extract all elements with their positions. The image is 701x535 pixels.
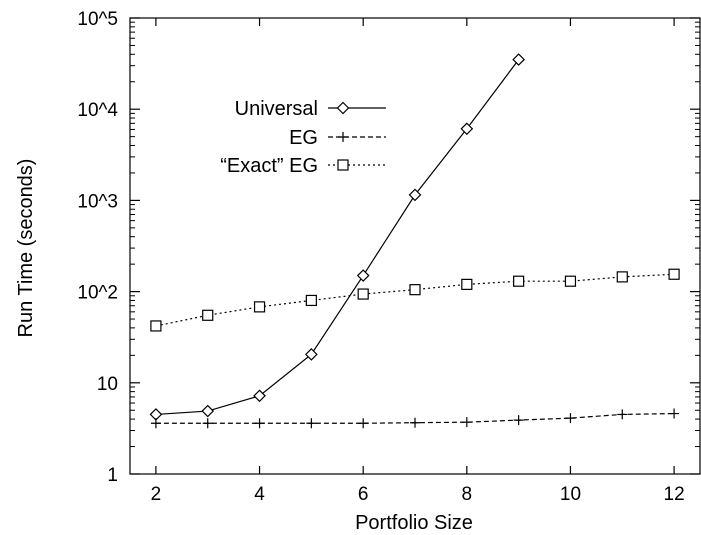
data-point-exact-eg: [513, 275, 525, 287]
x-tick-label: 2: [151, 484, 162, 505]
series-eg: [150, 408, 680, 429]
data-point-universal: [356, 269, 370, 282]
x-tick-label: 10: [560, 484, 581, 505]
y-tick-label: 10^4: [77, 100, 118, 121]
x-tick-label: 6: [358, 484, 369, 505]
data-point-exact-eg: [253, 301, 266, 313]
data-point-universal: [460, 122, 474, 136]
data-point-exact-eg: [357, 288, 369, 300]
x-axis-ticks: 2 4 6 8 10 12: [151, 18, 685, 505]
data-point-exact-eg: [668, 268, 680, 280]
data-point-universal: [201, 404, 215, 418]
series-exact-eg: [150, 268, 680, 332]
plot-frame: [129, 17, 701, 475]
data-point-universal: [305, 348, 318, 361]
data-point-eg: [254, 418, 265, 429]
data-point-eg: [565, 413, 576, 424]
data-point-exact-eg: [461, 278, 473, 290]
data-point-eg: [669, 408, 680, 419]
data-point-eg: [513, 415, 524, 426]
series-layer: [149, 53, 680, 429]
y-axis-ticks: 1 10 10^2 10^3 10^4 10^5: [77, 9, 700, 486]
data-point-eg: [410, 417, 420, 428]
data-point-eg: [358, 418, 369, 429]
data-point-universal: [408, 188, 422, 202]
x-axis-label: Portfolio Size: [355, 512, 473, 534]
legend-label-eg: EG: [289, 127, 318, 149]
y-tick-label: 10^3: [77, 191, 118, 212]
legend-marker-eg: [338, 132, 348, 142]
y-tick-label: 10^5: [77, 9, 118, 30]
x-tick-label: 12: [664, 484, 685, 505]
x-tick-label: 4: [254, 484, 265, 505]
data-point-exact-eg: [202, 309, 214, 321]
series-universal: [149, 53, 525, 421]
data-point-universal: [253, 389, 266, 403]
y-tick-label: 10: [97, 374, 118, 395]
legend: Universal EG “Exact” EG: [220, 98, 386, 177]
y-axis-label: Run Time (seconds): [15, 159, 37, 338]
plot-border: [129, 17, 701, 475]
data-point-eg: [202, 418, 213, 429]
data-point-exact-eg: [616, 271, 628, 283]
data-point-universal: [512, 53, 525, 66]
data-point-eg: [617, 409, 628, 420]
data-point-exact-eg: [409, 284, 421, 296]
legend-label-exact-eg: “Exact” EG: [220, 155, 318, 177]
series-line-universal: [155, 59, 520, 416]
y-tick-label: 1: [107, 465, 118, 486]
data-point-eg: [150, 418, 161, 429]
data-point-exact-eg: [150, 320, 162, 332]
legend-marker-universal: [336, 101, 350, 115]
legend-label-universal: Universal: [235, 98, 318, 120]
x-tick-label: 8: [462, 484, 473, 505]
legend-marker-exact-eg: [337, 159, 349, 171]
data-point-eg: [306, 418, 317, 429]
data-point-eg: [461, 417, 472, 428]
data-point-exact-eg: [564, 275, 577, 287]
y-tick-label: 10^2: [77, 283, 118, 304]
data-point-exact-eg: [305, 294, 317, 307]
series-line-exact-eg: [155, 273, 675, 327]
